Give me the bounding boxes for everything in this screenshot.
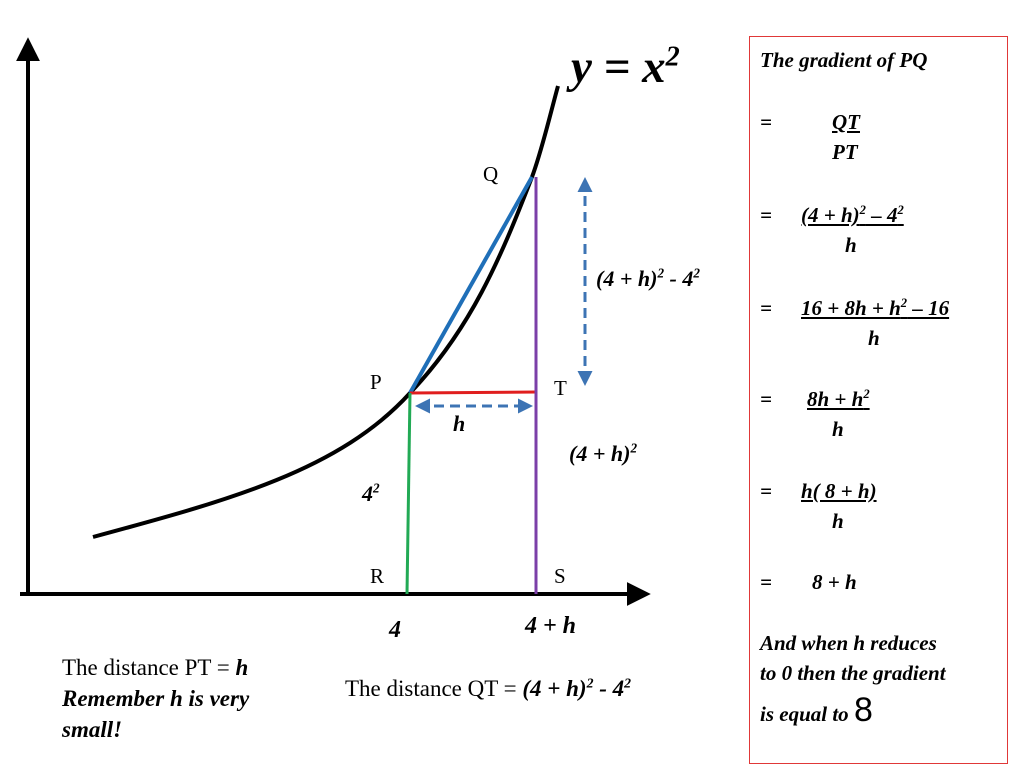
equals-2: = bbox=[760, 203, 772, 227]
step1-denominator: PT bbox=[832, 140, 858, 164]
note-remember-line2: small! bbox=[62, 717, 123, 742]
equals-6: = bbox=[760, 570, 772, 594]
conclusion-line1: And when h reduces bbox=[760, 631, 937, 655]
step5-denominator: h bbox=[832, 509, 844, 533]
note-pt: The distance PT = h bbox=[62, 655, 249, 680]
segment-pr bbox=[405, 392, 412, 595]
conclusion-line2: to 0 then the gradient bbox=[760, 661, 946, 685]
qs-length-label: (4 + h)2 bbox=[569, 440, 638, 466]
step4-numerator: 8h + h2 bbox=[807, 387, 870, 411]
segment-pt bbox=[409, 390, 538, 395]
gradient-derivation-panel: The gradient of PQ = QT PT = (4 + h)2 – … bbox=[749, 36, 1008, 764]
point-t-label: T bbox=[554, 376, 567, 400]
equals-4: = bbox=[760, 387, 772, 411]
step6-result: 8 + h bbox=[812, 570, 857, 594]
step4-denominator: h bbox=[832, 417, 844, 441]
step2-numerator: (4 + h)2 – 42 bbox=[801, 203, 904, 227]
equals-3: = bbox=[760, 296, 772, 320]
equation-label: y = x2 bbox=[571, 41, 680, 93]
step3-denominator: h bbox=[868, 326, 880, 350]
note-remember-line1: Remember h is very bbox=[62, 686, 250, 711]
parabola-curve bbox=[92, 85, 560, 539]
panel-title: The gradient of PQ bbox=[760, 48, 928, 72]
h-label: h bbox=[453, 411, 466, 436]
point-s-label: S bbox=[554, 564, 566, 588]
conclusion-value: 8 bbox=[853, 691, 873, 729]
step5-numerator: h( 8 + h) bbox=[801, 479, 877, 503]
step1-numerator: QT bbox=[832, 110, 860, 134]
equals-5: = bbox=[760, 479, 772, 503]
chord-pq bbox=[408, 176, 534, 394]
step2-denominator: h bbox=[845, 233, 857, 257]
diagram-canvas bbox=[15, 37, 651, 606]
qt-length-label: (4 + h)2 - 42 bbox=[596, 265, 700, 291]
pr-length-label: 42 bbox=[362, 480, 380, 506]
step3-numerator: 16 + 8h + h2 – 16 bbox=[801, 296, 950, 320]
point-p-label: P bbox=[370, 370, 382, 394]
x-tick-4-plus-h: 4 + h bbox=[525, 613, 577, 639]
conclusion-line3: is equal to 8 bbox=[760, 691, 873, 729]
x-tick-4: 4 bbox=[389, 617, 401, 643]
point-q-label: Q bbox=[483, 162, 499, 186]
note-qt: The distance QT = (4 + h)2 - 42 bbox=[345, 675, 632, 701]
point-r-label: R bbox=[370, 564, 385, 588]
equals-1: = bbox=[760, 110, 772, 134]
